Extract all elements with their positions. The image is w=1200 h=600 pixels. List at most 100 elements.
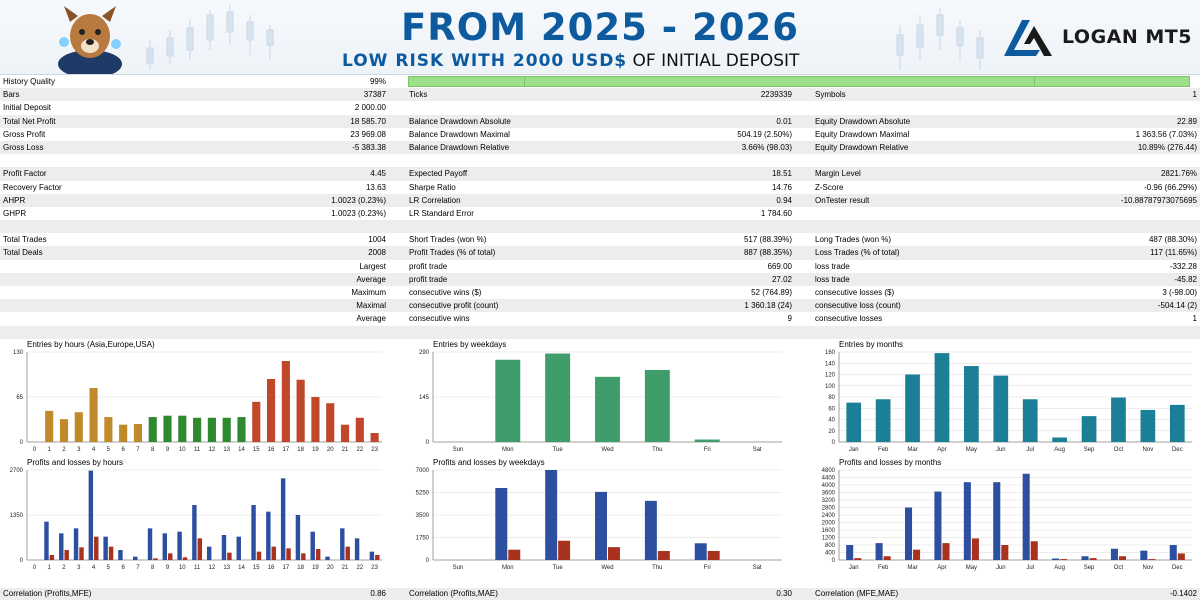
bar-profit <box>236 536 241 560</box>
row-net-profit: Total Net Profit 18 585.70 Balance Drawd… <box>0 114 1200 128</box>
symbols-value: 1 <box>1192 90 1197 100</box>
corr-mfe-mae-value: -0.1402 <box>1169 589 1197 598</box>
x-tick-label: 17 <box>283 565 290 571</box>
x-tick-label: 17 <box>283 447 290 453</box>
x-tick-label: Jul <box>1026 447 1034 453</box>
x-tick-label: Thu <box>652 565 662 571</box>
x-tick-label: 16 <box>268 447 275 453</box>
bar-profit <box>340 528 345 560</box>
x-tick-label: Fri <box>704 447 711 453</box>
maximal-consec-profit-label: consecutive profit (count) <box>409 301 499 311</box>
bar-loss <box>913 549 921 560</box>
chart-weekday-entries: Entries by weekdays 0 145 290 Sun Mon Tue Wed Th… <box>406 338 790 456</box>
bar-profit <box>595 491 607 560</box>
row-history-quality: History Quality 99% <box>0 75 1200 88</box>
y-tick-label: 2800 <box>822 506 836 512</box>
bar-loss <box>64 550 69 560</box>
x-tick-label: Jan <box>849 447 859 453</box>
x-tick-label: 8 <box>151 565 155 571</box>
equity-dd-max-value: 1 363.56 (7.03%) <box>1135 129 1197 139</box>
bar <box>252 401 261 442</box>
x-tick-label: 2 <box>62 565 66 571</box>
bar-profit <box>1110 548 1118 560</box>
x-tick-label: Tue <box>553 565 564 571</box>
corr-profits-mae-label: Correlation (Profits,MAE) <box>409 589 498 598</box>
y-tick-label: 3200 <box>822 498 836 504</box>
total-trades-value: 1004 <box>368 235 386 245</box>
gross-loss-label: Gross Loss <box>3 142 44 152</box>
x-tick-label: Jan <box>849 565 859 571</box>
x-tick-label: 6 <box>121 565 125 571</box>
x-tick-label: 9 <box>166 565 170 571</box>
x-tick-label: Fri <box>704 565 711 571</box>
short-trades-value: 517 (88.39%) <box>743 235 792 245</box>
history-quality-label: History Quality <box>3 77 56 86</box>
balance-dd-max-value: 504.19 (2.50%) <box>737 129 792 139</box>
x-tick-label: 12 <box>209 447 216 453</box>
profit-trades-label: Profit Trades (% of total) <box>409 248 496 258</box>
x-tick-label: 10 <box>179 565 186 571</box>
chart-title: Entries by months <box>839 340 904 349</box>
equity-dd-abs-value: 22.89 <box>1176 116 1197 126</box>
x-tick-label: 11 <box>194 565 201 571</box>
ahpr-value: 1.0023 (0.23%) <box>331 195 386 205</box>
bar-loss <box>1089 558 1097 560</box>
x-tick-label: 21 <box>342 565 349 571</box>
row-average: Average profit trade 27.02 loss trade -4… <box>0 272 1200 286</box>
net-profit-label: Total Net Profit <box>3 116 56 126</box>
y-tick-label: 3500 <box>416 513 430 519</box>
banner: FROM 2025 - 2026 LOW RISK WITH 2000 USD$… <box>0 0 1200 75</box>
bar <box>178 415 187 442</box>
y-tick-label: 40 <box>828 418 835 424</box>
x-tick-label: 5 <box>107 447 111 453</box>
chart-title: Profits and losses by hours <box>27 458 124 467</box>
bar <box>207 417 216 442</box>
bar-profit <box>1169 545 1177 560</box>
corr-profits-mfe-label: Correlation (Profits,MFE) <box>3 589 92 598</box>
maximal-consec-loss-value: -504.14 (2) <box>1157 301 1197 311</box>
x-tick-label: Sep <box>1084 565 1095 571</box>
bar-loss <box>256 551 262 560</box>
balance-dd-abs-label: Balance Drawdown Absolute <box>409 116 511 126</box>
y-tick-label: 2400 <box>822 513 836 519</box>
bar-loss <box>108 546 114 560</box>
maximal-label: Maximal <box>356 301 386 311</box>
x-tick-label: May <box>966 565 977 571</box>
bar-loss <box>49 555 55 560</box>
recovery-factor-label: Recovery Factor <box>3 182 62 192</box>
corr-profits-mfe-value: 0.86 <box>370 589 386 598</box>
row-average-consec: Average consecutive wins 9 consecutive l… <box>0 312 1200 325</box>
x-tick-label: 2 <box>62 447 66 453</box>
x-tick-label: Mon <box>502 447 514 453</box>
equity-dd-abs-label: Equity Drawdown Absolute <box>815 116 911 126</box>
equity-dd-rel-value: 10.89% (276.44) <box>1137 142 1197 152</box>
history-quality-value: 99% <box>369 77 386 86</box>
chart-hours-pl: Profits and losses by hours 0 1350 2700 0 1 2 3… <box>0 456 390 574</box>
ghpr-value: 1.0023 (0.23%) <box>331 208 386 218</box>
bar-profit <box>44 521 49 560</box>
z-score-value: -0.96 (66.29%) <box>1144 182 1197 192</box>
x-tick-label: 4 <box>92 447 96 453</box>
bar <box>644 370 670 442</box>
x-tick-label: Wed <box>601 447 613 453</box>
row-profit-factor: Profit Factor 4.45 Expected Payoff 18.51… <box>0 167 1200 181</box>
bar-loss <box>608 547 620 560</box>
sharpe-ratio-value: 14.76 <box>771 182 792 192</box>
bar-loss <box>286 548 291 560</box>
x-tick-label: 16 <box>268 565 275 571</box>
bar-profit <box>73 528 79 560</box>
bar-loss <box>227 552 232 560</box>
row-deposit: Initial Deposit 2 000.00 <box>0 101 1200 114</box>
average-loss-value: -45.82 <box>1174 274 1197 284</box>
bar-profit <box>1022 473 1030 560</box>
bar <box>934 353 950 442</box>
bar-loss <box>315 549 321 560</box>
x-tick-label: 10 <box>179 447 186 453</box>
ontester-value: -10.88787973075695 <box>1120 195 1197 205</box>
y-tick-label: 1600 <box>822 528 836 534</box>
ticks-value: 2239339 <box>760 90 792 100</box>
bar <box>495 359 521 442</box>
avg-consec-wins-value: 9 <box>787 314 792 324</box>
total-deals-value: 2008 <box>368 248 386 258</box>
x-tick-label: 6 <box>121 447 125 453</box>
